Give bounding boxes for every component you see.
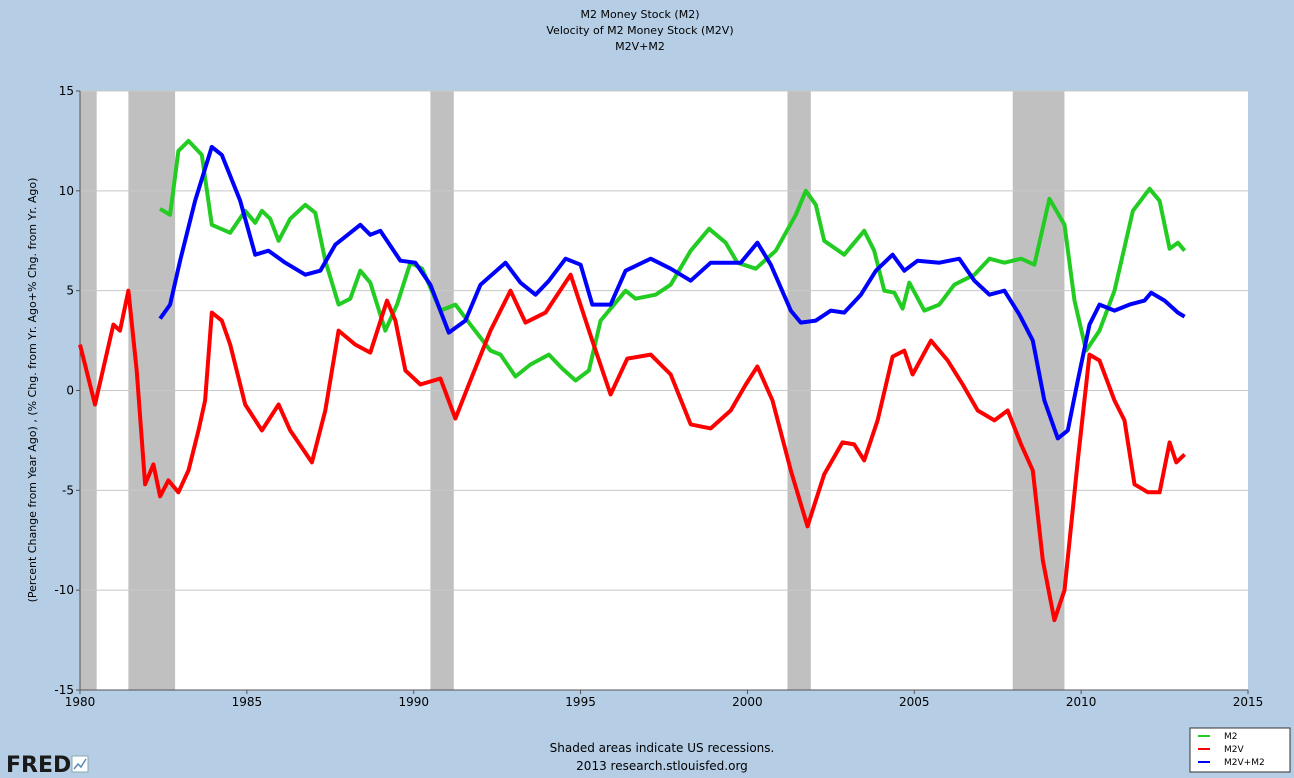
legend-label: M2V (1224, 745, 1244, 755)
series-line (158, 144, 1186, 441)
x-tick-label: 1995 (565, 695, 596, 709)
y-tick-label: -15 (54, 683, 74, 697)
y-tick-label: -10 (54, 583, 74, 597)
x-tick-label: 1985 (232, 695, 263, 709)
y-tick-label: 0 (66, 384, 74, 398)
grid-layer (76, 90, 1249, 694)
legend: M2 M2V M2V+M2 (1198, 732, 1265, 768)
x-tick-label: 2015 (1233, 695, 1264, 709)
x-tick-label: 1980 (65, 695, 96, 709)
y-tick-label: 5 (66, 284, 74, 298)
logo: FRED (6, 753, 71, 778)
chart-title: M2 Money Stock (M2) (581, 8, 700, 21)
y-tick-label: -5 (62, 483, 74, 497)
series-layer (78, 138, 1187, 623)
y-tick-label: 15 (59, 84, 74, 98)
legend-label: M2 (1224, 732, 1238, 742)
y-axis-label: (Percent Change from Year Ago) , (% Chg.… (26, 178, 39, 603)
label-layer: -15 -10 -5 0 5 10 15 1980 1985 1990 1995 2000 2005 20… (54, 84, 1263, 709)
x-tick-label: 2005 (899, 695, 930, 709)
chart-title: Velocity of M2 Money Stock (M2V) (546, 24, 733, 37)
x-tick-label: 2000 (732, 695, 763, 709)
series-line (159, 138, 1187, 383)
logo-icon-box (71, 755, 89, 773)
logo-icon (71, 755, 89, 773)
note: 2013 research.stlouisfed.org (576, 759, 748, 773)
note: Shaded areas indicate US recessions. (550, 741, 775, 755)
legend-label: M2V+M2 (1224, 758, 1265, 768)
x-tick-label: 1990 (398, 695, 429, 709)
y-tick-label: 10 (59, 184, 74, 198)
logo-icon-line (73, 758, 87, 770)
series-line (78, 272, 1186, 623)
chart-title: M2V+M2 (615, 40, 665, 53)
x-tick-label: 2010 (1066, 695, 1097, 709)
